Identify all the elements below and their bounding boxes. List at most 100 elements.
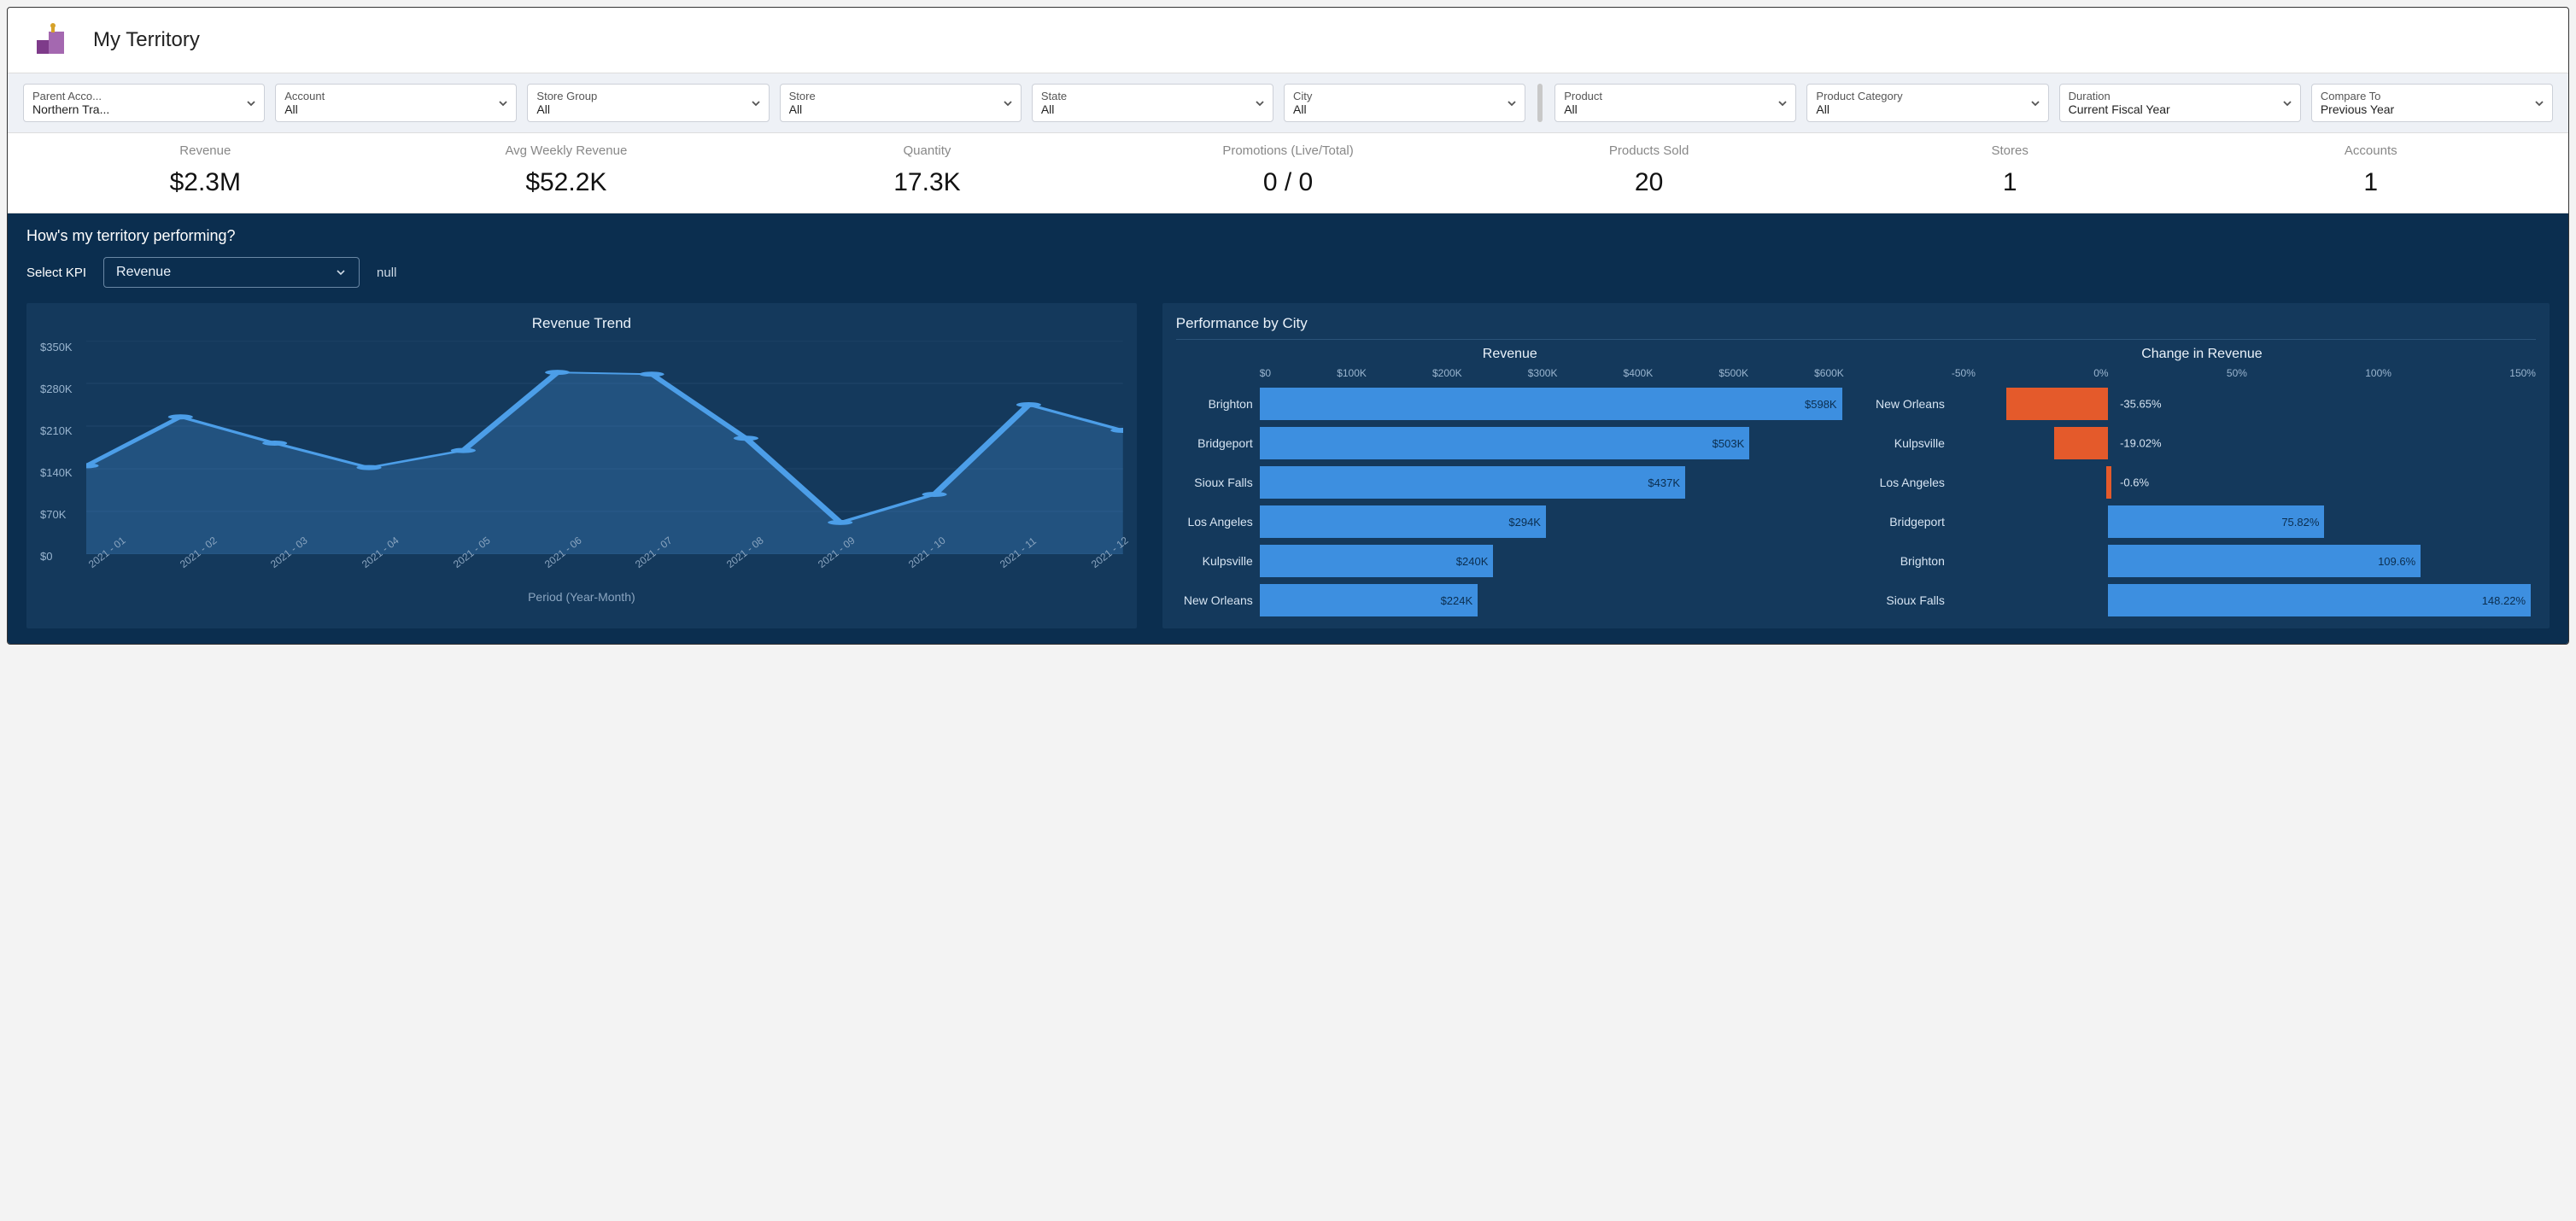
bar-fill[interactable]: $224K [1260,584,1478,616]
filter-product[interactable]: ProductAll [1554,84,1796,122]
x-tick-label: $500K [1718,367,1748,379]
filter-state[interactable]: StateAll [1032,84,1273,122]
x-tick-label: 150% [2509,367,2536,379]
bar-track: $294K [1260,505,1844,538]
page-title: My Territory [93,28,200,52]
kpi-revenue: Revenue$2.3M [25,143,386,197]
revenue-bars: Brighton$598KBridgeport$503KSioux Falls$… [1176,384,1844,620]
kpi-select-value: Revenue [116,265,171,280]
bar-track: 109.6% [1952,545,2536,577]
kpi-value: $52.2K [386,168,747,197]
kpi-stores: Stores1 [1830,143,2191,197]
filter-label: Product [1564,90,1766,102]
bar-fill[interactable]: $437K [1260,466,1685,499]
revenue-col-title: Revenue [1176,347,1844,362]
bar-fill[interactable]: $503K [1260,427,1750,459]
filter-value: All [1564,102,1766,116]
filter-label: Store Group [536,90,739,102]
bar-track: $503K [1260,427,1844,459]
chevron-down-icon [1777,97,1789,109]
filter-account[interactable]: AccountAll [275,84,517,122]
change-bar-row: Brighton109.6% [1868,541,2536,581]
bar-category: Kulpsville [1176,554,1260,568]
revenue-bar-row: Los Angeles$294K [1176,502,1844,541]
bar-track: $240K [1260,545,1844,577]
kpi-quantity: Quantity17.3K [746,143,1108,197]
filters-bar: Parent Acco...Northern Tra...AccountAllS… [8,73,2568,133]
bar-fill[interactable]: $598K [1260,388,1842,420]
bar-fill[interactable] [2106,466,2111,499]
filter-store[interactable]: StoreAll [780,84,1022,122]
chevron-down-icon [335,266,347,278]
bar-fill[interactable]: 75.82% [2108,505,2324,538]
kpi-accounts: Accounts1 [2190,143,2551,197]
revenue-bar-row: New Orleans$224K [1176,581,1844,620]
bar-track: $437K [1260,466,1844,499]
kpi-label: Stores [1830,143,2191,158]
filter-label: Parent Acco... [32,90,235,102]
bar-fill[interactable]: $240K [1260,545,1494,577]
bar-category: New Orleans [1176,593,1260,607]
kpi-value: $2.3M [25,168,386,197]
kpi-value: 1 [2190,168,2551,197]
revenue-bar-row: Kulpsville$240K [1176,541,1844,581]
y-tick-label: $210K [40,424,73,437]
filter-label: City [1293,90,1496,102]
chevron-down-icon [1002,97,1014,109]
change-bar-row: Sioux Falls148.22% [1868,581,2536,620]
section-question: How's my territory performing? [26,227,2550,245]
performance-section: How's my territory performing? Select KP… [8,213,2568,644]
filter-value: Current Fiscal Year [2069,102,2271,116]
x-tick-label: $300K [1528,367,1558,379]
change-bar-row: New Orleans-35.65% [1868,384,2536,424]
kpi-products-sold: Products Sold20 [1468,143,1830,197]
city-charts-row: Revenue $0$100K$200K$300K$400K$500K$600K… [1176,347,2536,620]
filter-label: Account [284,90,487,102]
bar-value-label: -0.6% [2120,476,2149,489]
kpi-label: Promotions (Live/Total) [1108,143,1469,158]
bar-fill[interactable]: 109.6% [2108,545,2421,577]
kpi-value: 20 [1468,168,1830,197]
bar-fill[interactable] [2054,427,2108,459]
filter-label: Compare To [2321,90,2523,102]
bar-fill[interactable]: 148.22% [2108,584,2531,616]
bar-track: 75.82% [1952,505,2536,538]
x-tick-label: 100% [2365,367,2392,379]
filter-product-category[interactable]: Product CategoryAll [1806,84,2048,122]
trend-y-axis: $350K$280K$210K$140K$70K$0 [40,341,73,563]
trend-x-axis: 2021 - 012021 - 022021 - 032021 - 042021… [86,561,1123,573]
trend-chart-title: Revenue Trend [40,315,1123,332]
bar-value-label: -19.02% [2120,437,2161,450]
dashboard-root: My Territory Parent Acco...Northern Tra.… [7,7,2569,645]
perf-by-city-title: Performance by City [1176,315,2536,340]
filter-value: All [536,102,739,116]
filter-compare-to[interactable]: Compare ToPrevious Year [2311,84,2553,122]
chevron-down-icon [1254,97,1266,109]
kpi-selector-row: Select KPI Revenue null [26,257,2550,288]
filter-store-group[interactable]: Store GroupAll [527,84,769,122]
revenue-trend-panel: Revenue Trend $350K$280K$210K$140K$70K$0… [26,303,1137,628]
kpi-summary-row: Revenue$2.3MAvg Weekly Revenue$52.2KQuan… [8,133,2568,213]
kpi-select-dropdown[interactable]: Revenue [103,257,360,288]
filter-label: Product Category [1816,90,2018,102]
kpi-label: Quantity [746,143,1108,158]
filter-duration[interactable]: DurationCurrent Fiscal Year [2059,84,2301,122]
revenue-bar-row: Bridgeport$503K [1176,424,1844,463]
bar-fill[interactable]: $294K [1260,505,1546,538]
revenue-x-axis: $0$100K$200K$300K$400K$500K$600K [1176,367,1844,379]
change-x-axis: -50%0%50%100%150% [1868,367,2536,379]
y-tick-label: $0 [40,550,73,563]
filter-city[interactable]: CityAll [1284,84,1525,122]
bar-category: New Orleans [1868,397,1952,411]
x-tick-label: $0 [1260,367,1271,379]
y-tick-label: $70K [40,508,73,521]
bar-category: Los Angeles [1176,515,1260,529]
kpi-label: Avg Weekly Revenue [386,143,747,158]
x-tick-label: -50% [1952,367,1976,379]
bar-fill[interactable] [2006,388,2108,420]
chevron-down-icon [1506,97,1518,109]
change-in-revenue-chart: Change in Revenue -50%0%50%100%150% New … [1868,347,2536,620]
filter-parent-acco-[interactable]: Parent Acco...Northern Tra... [23,84,265,122]
revenue-bar-row: Brighton$598K [1176,384,1844,424]
chevron-down-icon [2029,97,2041,109]
